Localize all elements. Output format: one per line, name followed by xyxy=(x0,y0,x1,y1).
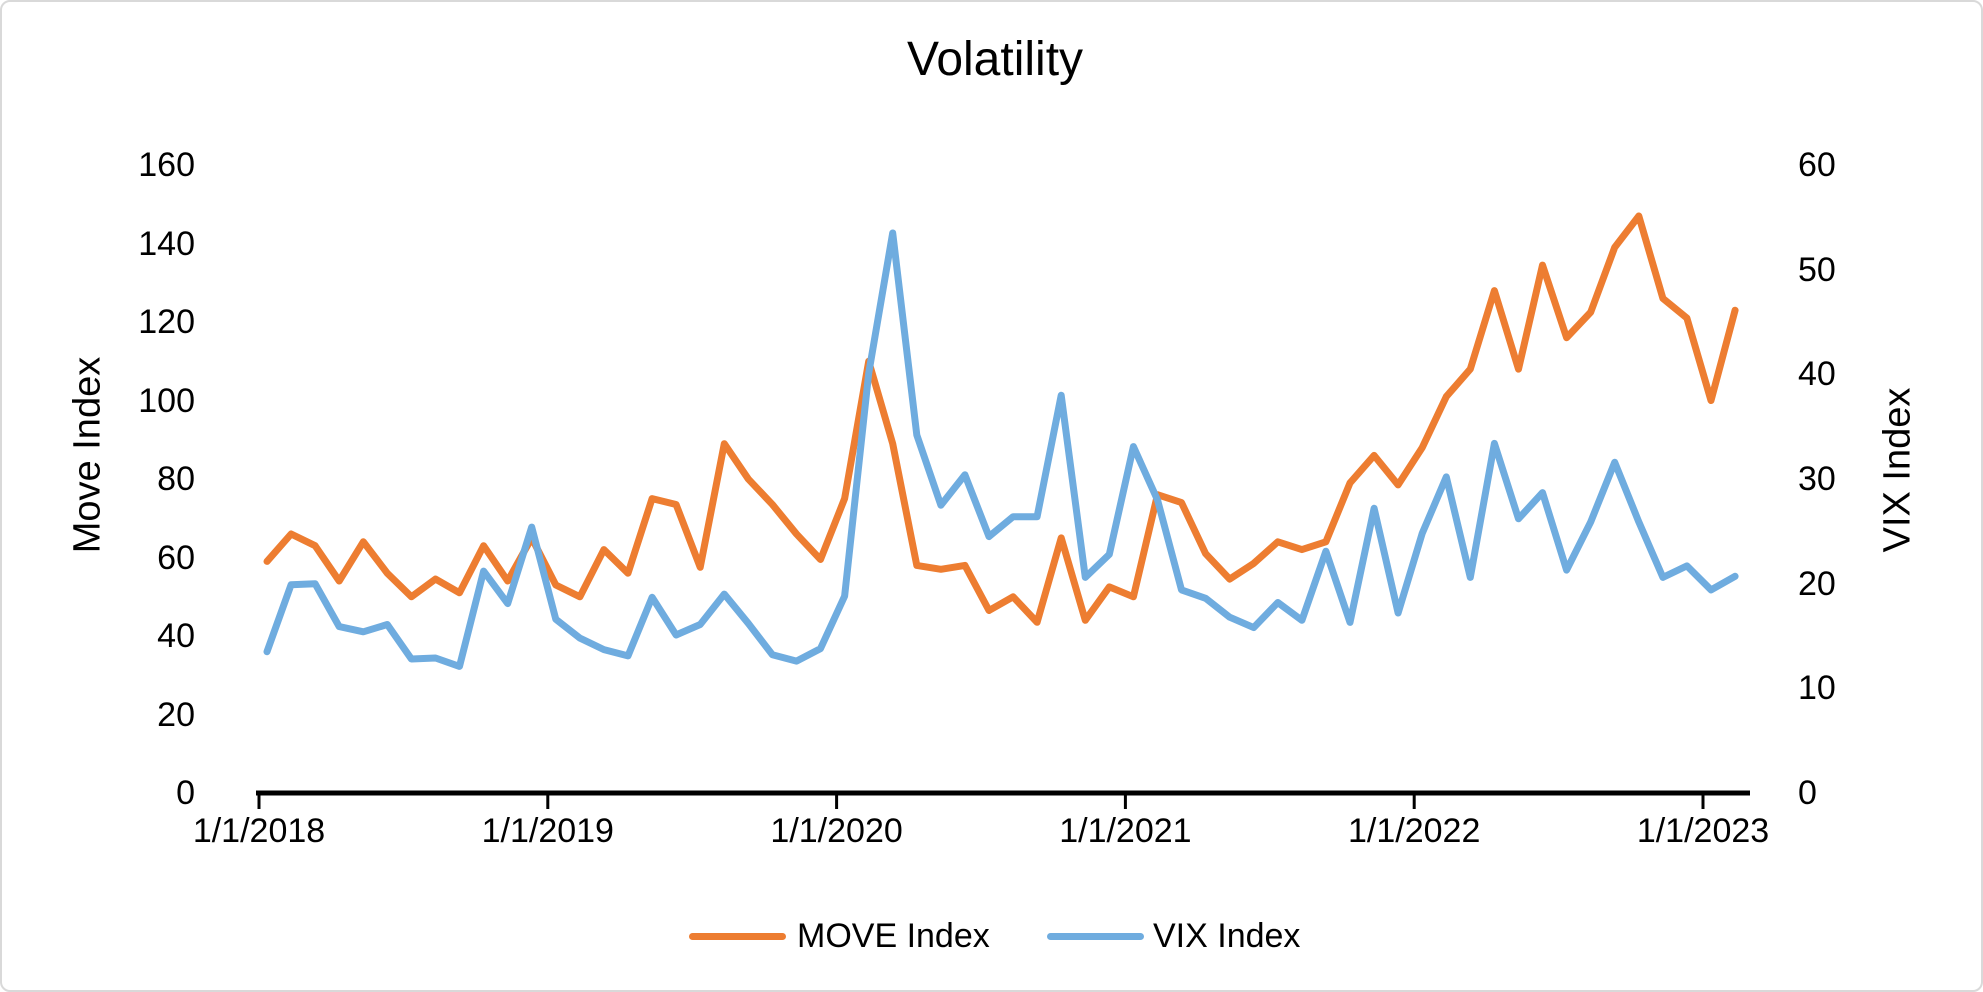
x-axis-tick-label: 1/1/2018 xyxy=(192,812,326,850)
x-axis-tick-label: 1/1/2019 xyxy=(481,812,614,850)
right-axis-tick-label: 0 xyxy=(1798,774,1817,812)
left-axis-tick-label: 0 xyxy=(176,774,195,812)
left-axis-tick-label: 40 xyxy=(157,617,195,655)
left-axis-tick-label: 140 xyxy=(138,224,195,263)
right-axis-tick-label: 50 xyxy=(1798,250,1836,289)
move-legend-label: MOVE Index xyxy=(797,917,990,955)
right-axis-tick-label: 30 xyxy=(1798,460,1836,498)
vix-legend-line-swatch xyxy=(1047,933,1144,940)
left-axis-tick-label: 120 xyxy=(138,303,195,341)
move-legend-line-swatch xyxy=(689,933,786,940)
right-axis-tick-label: 60 xyxy=(1798,146,1836,184)
left-axis-tick-label: 60 xyxy=(157,538,195,577)
left-axis-tick-label: 80 xyxy=(157,460,195,498)
x-axis-tick-label: 1/1/2022 xyxy=(1348,812,1481,850)
right-axis-tick-label: 20 xyxy=(1798,564,1836,603)
x-axis-tick-label: 1/1/2020 xyxy=(770,812,903,850)
left-axis-tick-label: 160 xyxy=(138,146,195,184)
move-index-line xyxy=(263,212,1739,626)
vix-index-line xyxy=(263,229,1739,670)
x-axis-tick-marks xyxy=(257,793,1705,809)
left-axis-tick-label: 20 xyxy=(157,695,195,734)
x-axis-tick-label: 1/1/2021 xyxy=(1059,812,1192,850)
right-axis-tick-label: 10 xyxy=(1798,669,1836,708)
chart-title: Volatility xyxy=(906,33,1084,86)
right-axis-tick-label: 40 xyxy=(1798,355,1836,394)
vix-legend-label: VIX Index xyxy=(1153,917,1301,955)
left-axis-tick-label: 100 xyxy=(138,381,195,420)
x-axis-tick-label: 1/1/2023 xyxy=(1636,812,1770,850)
